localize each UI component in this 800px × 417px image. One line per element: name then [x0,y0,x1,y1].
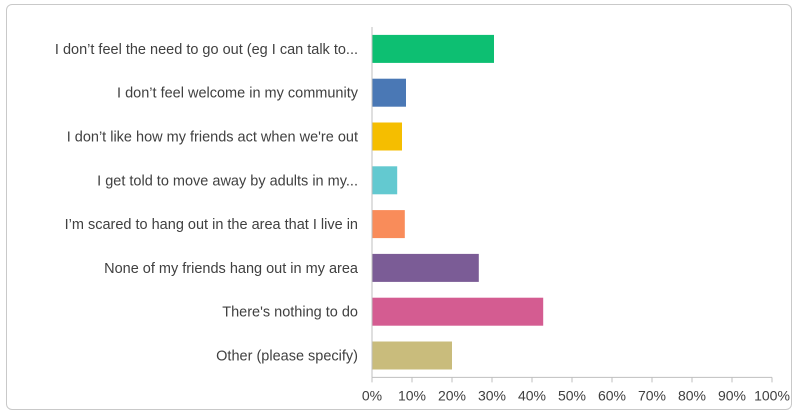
category-label: I get told to move away by adults in my.… [97,173,358,189]
category-label: There's nothing to do [222,305,358,321]
bar [372,34,494,63]
category-label: I’m scared to hang out in the area that … [65,217,358,233]
category-label: I don’t feel welcome in my community [117,86,359,102]
x-tick-label: 100% [754,387,790,403]
x-tick-label: 40% [518,387,546,403]
category-label: Other (please specify) [216,349,358,365]
bar [372,78,406,107]
category-label: I don’t like how my friends act when we'… [67,130,358,146]
x-tick-label: 10% [398,387,426,403]
bar [372,122,402,151]
category-label: I don’t feel the need to go out (eg I ca… [55,42,358,58]
x-tick-label: 60% [598,387,626,403]
x-tick-label: 90% [718,387,746,403]
x-tick-label: 80% [678,387,706,403]
bar [372,297,544,326]
x-tick-label: 30% [478,387,506,403]
bar [372,210,405,239]
bar [372,253,479,282]
x-tick-label: 70% [638,387,666,403]
bar [372,341,452,370]
x-tick-label: 20% [438,387,466,403]
bar [372,166,398,195]
x-axis: 0% 10% 20% 30% 40% 50% 60% 70% 80% 90% 100% [362,27,790,403]
x-tick-label: 0% [362,387,382,403]
category-labels: I don’t feel the need to go out (eg I ca… [55,42,359,365]
bars [372,34,544,370]
x-tick-label: 50% [558,387,586,403]
category-label: None of my friends hang out in my area [104,261,359,277]
